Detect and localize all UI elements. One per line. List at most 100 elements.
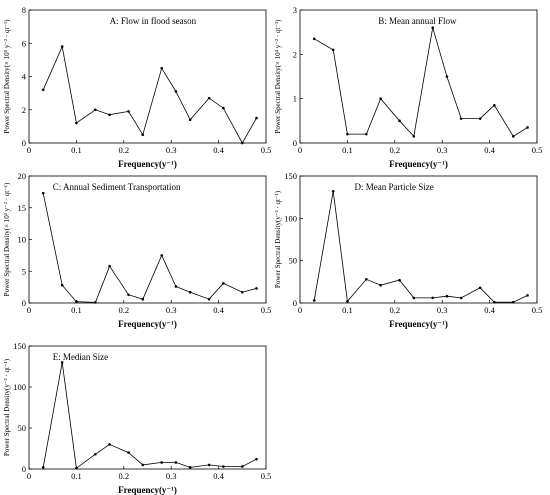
chart-d-plot-frame — [299, 175, 538, 304]
chart-e-data-point — [108, 443, 111, 446]
chart-b-data-point — [312, 37, 316, 41]
chart-a-x-tick-label: 0.1 — [71, 145, 82, 155]
chart-c-y-axis-label: Power Spectral Density(× 10² y⁻² · qt⁻¹) — [3, 182, 11, 296]
chart-d-data-point — [431, 296, 435, 300]
chart-c-x-axis-label: Frequency(y⁻¹) — [118, 319, 177, 329]
chart-a-y-tick-label: 6 — [22, 38, 26, 48]
chart-a-data-point — [60, 45, 64, 48]
chart-d-y-axis-label: Power Spectral Density(y⁻² · qt⁻¹) — [274, 190, 282, 288]
chart-e-data-point — [207, 463, 211, 467]
chart-e-x-tick-label: 0.2 — [118, 471, 129, 481]
chart-c-x-tick-label: 0 — [27, 305, 31, 315]
chart-b-data-point — [379, 97, 382, 100]
chart-b-data-point — [331, 48, 335, 52]
chart-b-x-tick-label: 0.2 — [389, 145, 400, 155]
chart-d-data-point — [346, 300, 349, 303]
chart-e-x-axis-label: Frequency(y⁻¹) — [118, 485, 177, 495]
chart-c-data-point — [141, 297, 145, 301]
chart-a-data-point — [141, 133, 145, 136]
chart-b-data-point — [346, 132, 349, 136]
chart-b-data-point — [512, 135, 515, 138]
chart-b-y-tick-label: 3 — [293, 5, 297, 15]
chart-e-data-point — [174, 461, 178, 464]
chart-e-data-point — [222, 465, 225, 468]
chart-d-data-point — [526, 294, 529, 297]
chart-c-data-point — [41, 191, 45, 195]
chart-a-y-tick-label: 8 — [22, 5, 26, 15]
chart-d-y-tick-label: 0 — [293, 298, 297, 308]
chart-b-x-axis-label: Frequency(y⁻¹) — [389, 159, 448, 169]
chart-d-x-tick-label: 0.4 — [484, 305, 495, 315]
chart-d-y-tick-label: 50 — [289, 256, 298, 266]
chart-d-data-point — [331, 189, 335, 193]
chart-a-y-tick-label: 4 — [22, 72, 27, 82]
chart-e-data-point — [75, 466, 78, 470]
chart-b-y-tick-label: 2 — [293, 49, 297, 59]
chart-c-y-tick-label: 0 — [22, 298, 26, 308]
chart-b-data-point — [493, 104, 496, 107]
chart-b-y-tick-label: 1 — [293, 94, 297, 104]
chart-a-series-line — [42, 45, 257, 144]
chart-a-x-tick-label: 0.4 — [213, 145, 224, 155]
chart-a-data-point — [160, 66, 164, 70]
chart-d-data-point — [445, 294, 449, 298]
chart-b: 0 0.1 0.2 0.3 0.4 0.5 0 1 2 3 B: Mean annual Flow F… — [274, 5, 542, 169]
chart-e-title: E: Median Size — [53, 352, 108, 362]
chart-a-data-point — [41, 88, 45, 92]
chart-d-x-axis-label: Frequency(y⁻¹) — [389, 319, 448, 329]
chart-b-data-point — [526, 126, 529, 129]
chart-d-data-point — [312, 299, 316, 302]
chart-b-x-tick-label: 0.1 — [342, 145, 353, 155]
chart-b-data-point — [445, 75, 449, 78]
chart-b-plot-frame — [299, 9, 538, 144]
chart-a-x-tick-label: 0.3 — [166, 145, 177, 155]
chart-a-x-tick-label: 0 — [27, 145, 31, 155]
chart-e-data-point — [160, 461, 164, 464]
chart-b-x-tick-label: 0.3 — [437, 145, 448, 155]
chart-b-data-point — [478, 117, 482, 120]
chart-c-x-tick-label: 0.4 — [213, 305, 224, 315]
chart-a-x-tick-label: 0.2 — [118, 145, 129, 155]
chart-a-data-point — [94, 108, 97, 112]
chart-d-data-point — [459, 296, 463, 300]
chart-e-data-point — [41, 466, 45, 469]
chart-a-data-point — [108, 113, 111, 117]
chart-a-x-axis-label: Frequency(y⁻¹) — [118, 159, 177, 169]
chart-a-y-tick-label: 0 — [22, 138, 26, 148]
chart-d: 0 0.1 0.2 0.3 0.4 0.5 0 50 100 150 D: Mean Particl… — [274, 171, 542, 329]
chart-e-y-tick-label: 150 — [13, 341, 26, 351]
chart-a-data-point — [207, 96, 211, 100]
chart-b-data-point — [431, 26, 435, 30]
chart-e-x-tick-label: 0 — [27, 471, 31, 481]
chart-c-data-point — [60, 283, 64, 287]
chart-c-plot-frame — [28, 175, 267, 304]
chart-e-data-point — [141, 463, 145, 467]
chart-d-data-point — [478, 286, 482, 290]
chart-e-data-point — [60, 361, 64, 364]
chart-d-y-tick-label: 150 — [284, 171, 297, 181]
chart-a-data-point — [174, 90, 178, 93]
chart-b-y-axis-label: Power Spectral Density(× 10⁴ y⁻² · qt⁻¹) — [274, 19, 282, 134]
chart-c-data-point — [160, 254, 164, 257]
chart-e-x-tick-label: 0.4 — [213, 471, 224, 481]
chart-e-x-tick-label: 0.3 — [166, 471, 177, 481]
chart-b-series-line — [313, 27, 528, 138]
chart-b-data-point — [459, 117, 463, 120]
chart-d-data-point — [398, 278, 401, 282]
chart-d-x-tick-label: 0.3 — [437, 305, 448, 315]
chart-a-data-point — [255, 116, 258, 120]
chart-a-y-axis-label: Power Spectral Density(× 10⁵ y⁻² · qt⁻¹) — [3, 19, 11, 134]
chart-c-data-point — [94, 301, 97, 304]
chart-a-x-tick-label: 0.5 — [261, 145, 272, 155]
chart-d-series-line — [313, 191, 528, 303]
chart-a-title: A: Flow in flood season — [110, 16, 197, 26]
chart-c-title: C: Annual Sediment Transportation — [53, 182, 181, 192]
chart-c-y-tick-label: 5 — [22, 266, 26, 276]
chart-b-x-tick-label: 0 — [298, 145, 302, 155]
chart-b-title: B: Mean annual Flow — [378, 16, 457, 26]
chart-e-x-tick-label: 0.5 — [261, 471, 272, 481]
chart-e-y-tick-label: 100 — [13, 382, 26, 392]
chart-e-y-tick-label: 50 — [18, 423, 27, 433]
chart-a-data-point — [222, 106, 225, 110]
chart-a: 0 0.1 0.2 0.3 0.4 0.5 0 2 4 6 8 A: Flow in flood se… — [3, 5, 271, 169]
